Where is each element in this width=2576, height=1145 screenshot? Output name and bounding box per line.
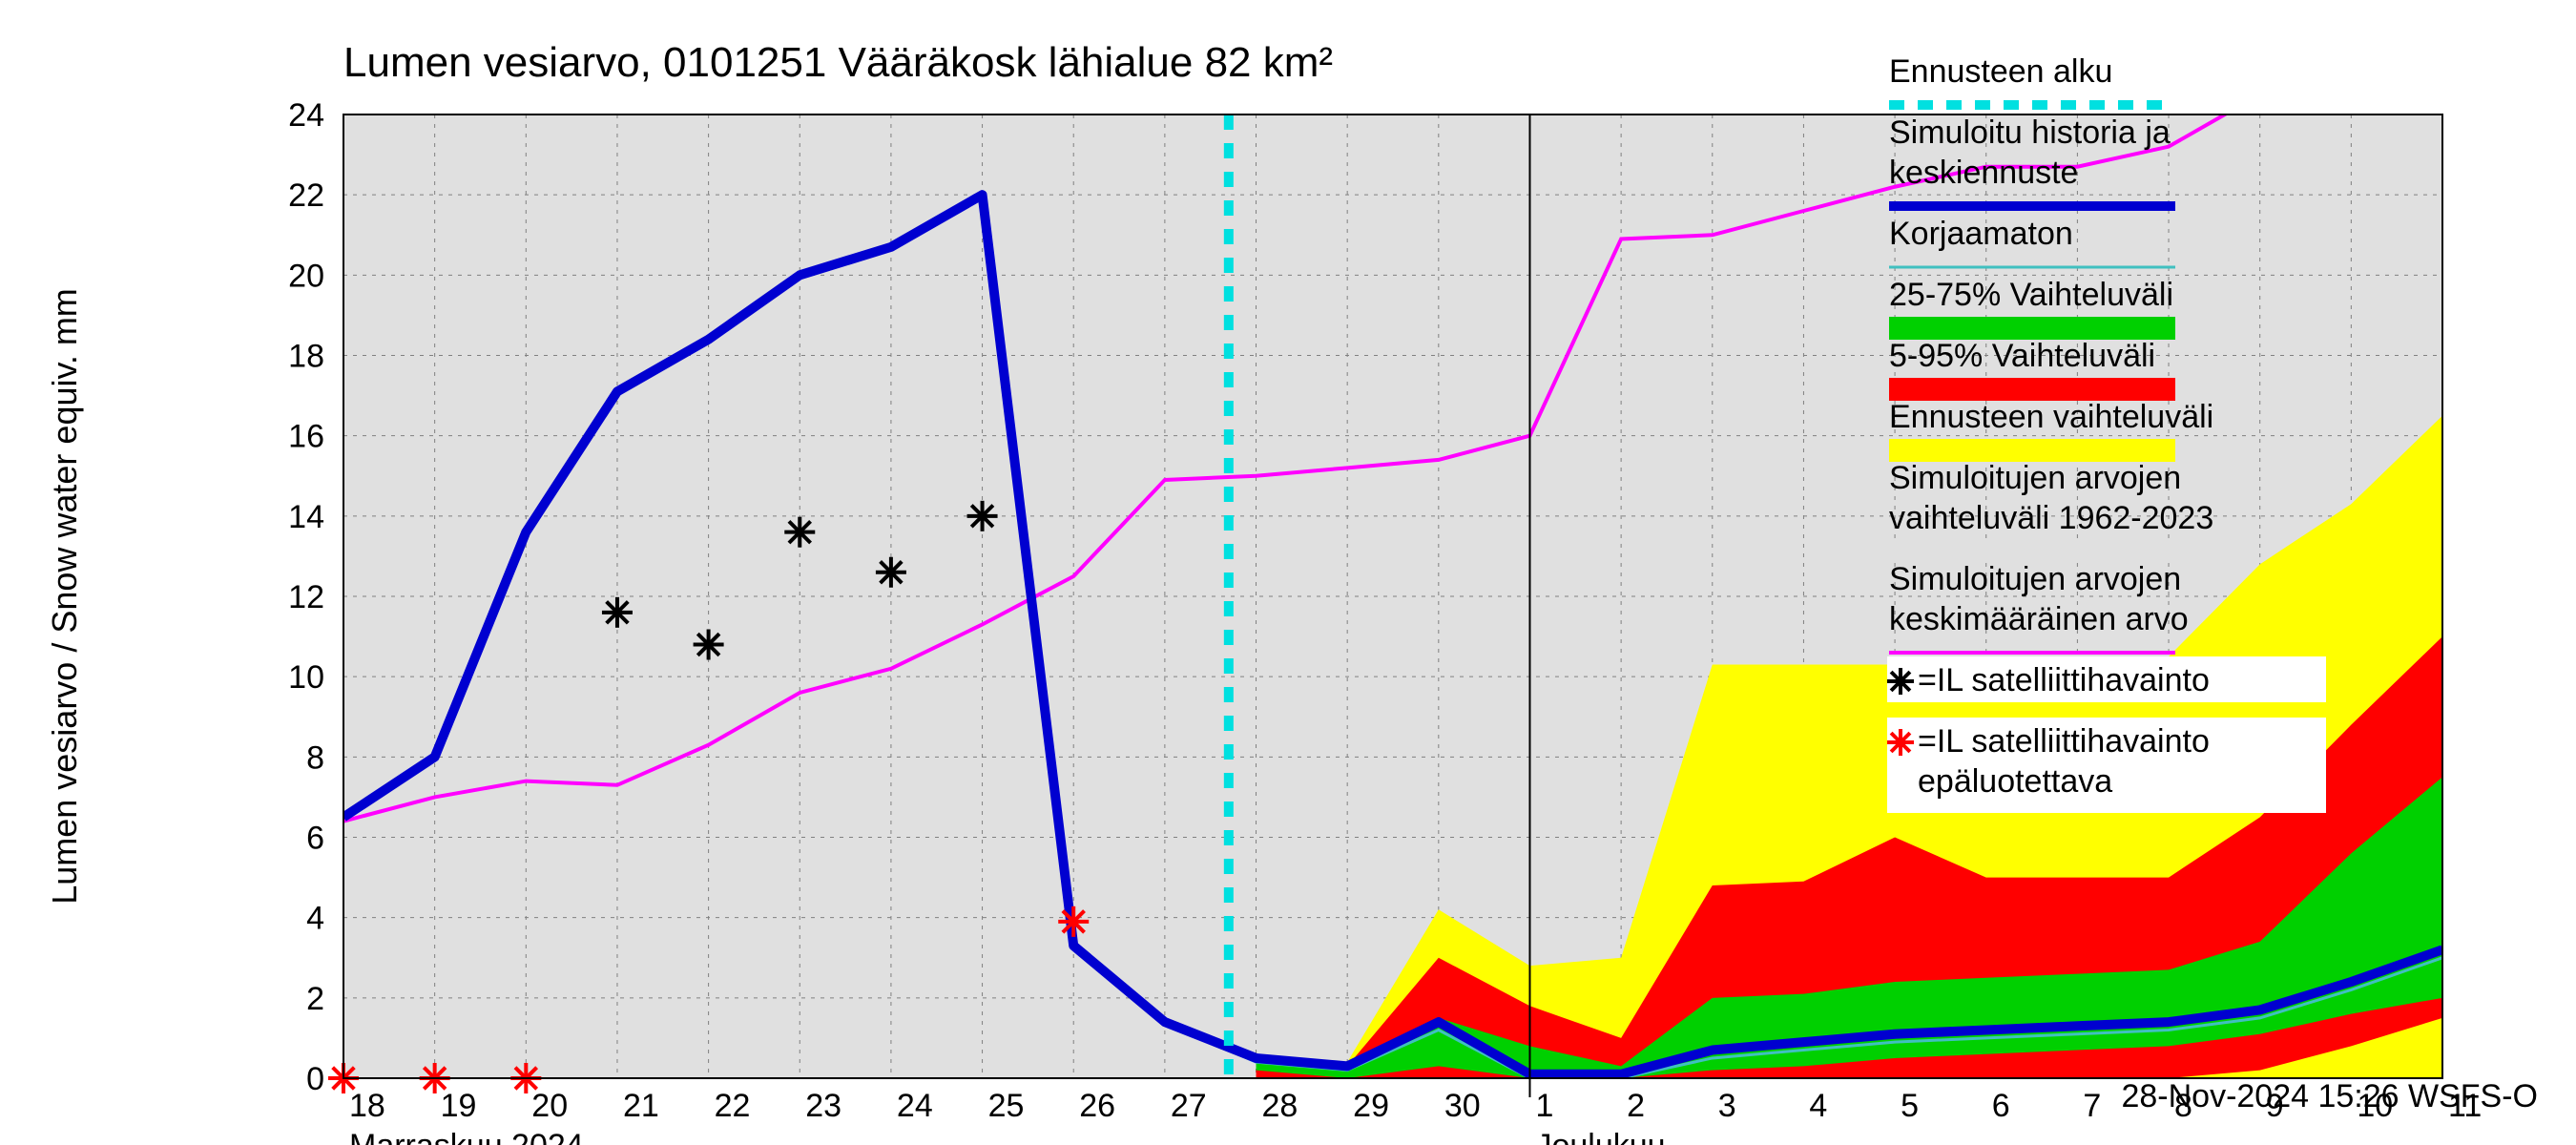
y-tick-label: 6: [306, 821, 324, 857]
y-tick-label: 10: [288, 659, 324, 696]
x-tick-label: 27: [1171, 1088, 1207, 1124]
legend-label: keskiennuste: [1889, 155, 2078, 191]
x-month-label: Joulukuu: [1535, 1128, 1665, 1145]
x-tick-label: 2: [1627, 1088, 1645, 1124]
x-tick-label: 29: [1353, 1088, 1389, 1124]
satellite-obs-marker: [694, 630, 724, 660]
x-tick-label: 6: [1992, 1088, 2010, 1124]
x-tick-label: 24: [897, 1088, 933, 1124]
legend-label: keskimääräinen arvo: [1889, 601, 2189, 637]
legend-label: Ennusteen vaihteluväli: [1889, 399, 2213, 435]
y-tick-label: 16: [288, 419, 324, 455]
x-tick-label: 30: [1444, 1088, 1481, 1124]
chart-svg: 0246810121416182022241819202122232425262…: [0, 0, 2576, 1145]
y-tick-label: 18: [288, 339, 324, 375]
legend-marker-icon: [1887, 668, 1914, 695]
x-tick-label: 21: [623, 1088, 659, 1124]
x-tick-label: 20: [531, 1088, 568, 1124]
x-tick-label: 19: [441, 1088, 477, 1124]
y-tick-label: 22: [288, 177, 324, 214]
legend-label: =IL satelliittihavainto: [1918, 723, 2210, 760]
legend-swatch: [1889, 317, 2175, 340]
legend-label: 5-95% Vaihteluväli: [1889, 338, 2155, 374]
legend-label: Simuloitujen arvojen: [1889, 460, 2181, 496]
legend-label: epäluotettava: [1918, 763, 2112, 800]
x-tick-label: 7: [2083, 1088, 2101, 1124]
x-tick-label: 1: [1535, 1088, 1553, 1124]
legend-marker-icon: [1887, 729, 1914, 756]
satellite-obs-marker: [876, 557, 906, 588]
legend-swatch: [1889, 540, 2175, 563]
y-tick-label: 4: [306, 901, 324, 937]
y-axis-label: Lumen vesiarvo / Snow water equiv. mm: [45, 288, 84, 905]
x-tick-label: 23: [805, 1088, 841, 1124]
y-tick-label: 14: [288, 499, 324, 535]
x-tick-label: 4: [1809, 1088, 1827, 1124]
legend-label: 25-75% Vaihteluväli: [1889, 277, 2173, 313]
x-tick-label: 22: [715, 1088, 751, 1124]
satellite-obs-marker: [967, 501, 998, 531]
satellite-obs-unreliable-marker: [1058, 906, 1089, 937]
x-month-label: Marraskuu 2024: [349, 1128, 584, 1145]
y-tick-label: 20: [288, 258, 324, 294]
legend-swatch: [1889, 439, 2175, 462]
y-tick-label: 12: [288, 579, 324, 615]
legend-label: Simuloitujen arvojen: [1889, 561, 2181, 597]
x-tick-label: 28: [1262, 1088, 1298, 1124]
y-tick-label: 8: [306, 739, 324, 776]
chart-footer: 28-Nov-2024 15:26 WSFS-O: [2121, 1078, 2538, 1114]
y-tick-label: 24: [288, 97, 324, 134]
legend-swatch: [1889, 378, 2175, 401]
x-tick-label: 5: [1901, 1088, 1919, 1124]
x-tick-label: 25: [988, 1088, 1025, 1124]
y-tick-label: 2: [306, 981, 324, 1017]
x-tick-label: 26: [1079, 1088, 1115, 1124]
x-tick-label: 3: [1718, 1088, 1736, 1124]
chart-container: 0246810121416182022241819202122232425262…: [0, 0, 2576, 1145]
x-tick-label: 18: [349, 1088, 385, 1124]
y-tick-label: 0: [306, 1061, 324, 1097]
satellite-obs-marker: [602, 597, 633, 628]
chart-title: Lumen vesiarvo, 0101251 Vääräkosk lähial…: [343, 39, 1333, 86]
legend-label: Simuloitu historia ja: [1889, 114, 2171, 151]
satellite-obs-marker: [784, 517, 815, 548]
legend-label: Ennusteen alku: [1889, 53, 2112, 90]
legend-label: =IL satelliittihavainto: [1918, 662, 2210, 698]
legend-label: Korjaamaton: [1889, 216, 2073, 252]
legend-label: vaihteluväli 1962-2023: [1889, 500, 2213, 536]
